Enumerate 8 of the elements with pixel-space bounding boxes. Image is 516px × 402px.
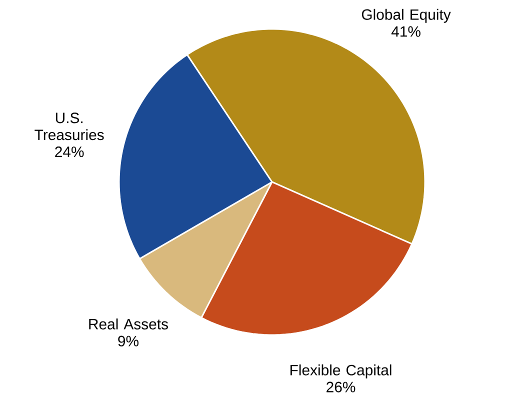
data-label: 24% [55, 146, 84, 158]
data-label: 9% [118, 336, 139, 346]
data-label: 26% [326, 382, 356, 392]
slice-label: Real Assets [89, 318, 168, 330]
slice-label: U.S. Treasuries [34, 112, 104, 140]
slice-label: Flexible Capital [290, 364, 392, 378]
data-label: 41% [391, 26, 420, 37]
slice-label: Global Equity [362, 8, 451, 23]
